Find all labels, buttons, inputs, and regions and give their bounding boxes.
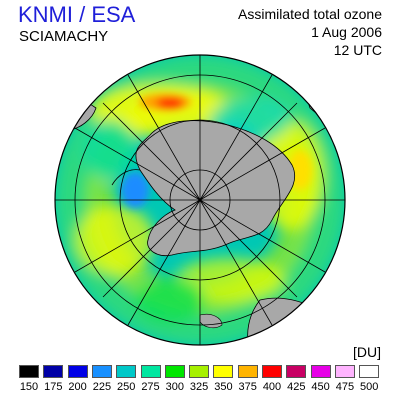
- legend-swatch-225: [91, 365, 112, 378]
- legend-swatch-350: [213, 365, 234, 378]
- legend-unit: [DU]: [353, 344, 381, 360]
- legend-swatch-500: [359, 365, 380, 378]
- legend-label-450: 450: [311, 381, 330, 393]
- legend-swatch-325: [189, 365, 210, 378]
- legend-swatch-400: [262, 365, 282, 378]
- legend-label-325: 325: [189, 381, 209, 393]
- legend-label-200: 200: [68, 381, 87, 393]
- graticule: [55, 55, 345, 345]
- product-title: Assimilated total ozone: [238, 6, 382, 22]
- legend-label-300: 300: [165, 381, 184, 393]
- legend-swatch-250: [116, 365, 137, 378]
- legend-swatch-200: [67, 365, 88, 378]
- legend-swatch-175: [43, 365, 64, 378]
- legend-label-225: 225: [92, 381, 112, 393]
- legend-swatch-425: [286, 365, 307, 378]
- antarctica-landmass: [135, 120, 296, 257]
- legend-label-250: 250: [117, 381, 136, 393]
- legend-label-150: 150: [19, 381, 39, 393]
- legend-swatch-375: [237, 365, 258, 378]
- legend-label-275: 275: [141, 381, 160, 393]
- organization-title: KNMI / ESA: [18, 2, 136, 27]
- legend-swatch-475: [334, 365, 355, 378]
- legend-swatch-150: [19, 365, 39, 378]
- legend-label-375: 375: [238, 381, 257, 393]
- time-label: 12 UTC: [333, 42, 382, 58]
- legend-label-500: 500: [360, 381, 379, 393]
- legend-label-425: 425: [287, 381, 306, 393]
- legend-label-350: 350: [214, 381, 233, 393]
- date-label: 1 Aug 2006: [311, 24, 382, 40]
- legend-label-175: 175: [44, 381, 63, 393]
- ozone-field: [55, 55, 345, 345]
- legend-swatch-275: [140, 365, 161, 378]
- australia-edge: [247, 297, 328, 345]
- map-border: [54, 54, 346, 346]
- color-scale-labels: 150 175 200 225 250 275 300 325 350 375 400 425 450 4…: [0, 381, 400, 397]
- legend-label-475: 475: [335, 381, 355, 393]
- instrument-label: SCIAMACHY: [19, 28, 109, 45]
- legend-swatch-300: [164, 365, 185, 378]
- legend-swatch-450: [310, 365, 331, 378]
- legend-label-400: 400: [262, 381, 282, 393]
